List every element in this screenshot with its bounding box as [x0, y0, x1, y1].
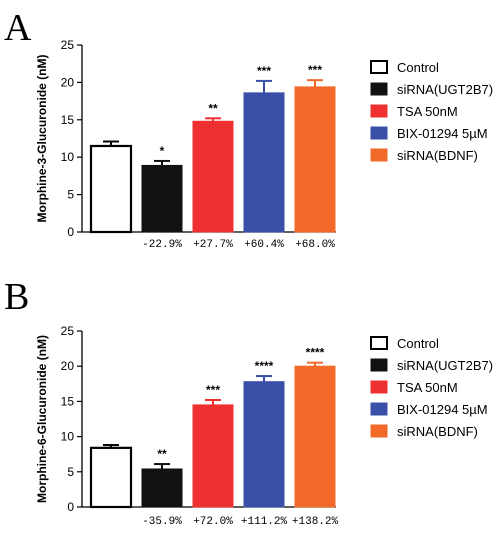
legend-label: Control [397, 336, 439, 351]
percent-change-label: -35.9% [142, 516, 182, 528]
percent-change-label: +27.7% [193, 239, 233, 251]
percent-change-label: +111.2% [241, 516, 288, 528]
legend-swatch [370, 126, 388, 140]
bar [89, 144, 133, 234]
panel-letter: A [4, 7, 32, 49]
legend-swatch [370, 380, 388, 394]
significance-label: **** [306, 346, 325, 360]
legend-label: siRNA(UGT2B7) [397, 358, 493, 373]
y-tick-label: 5 [67, 188, 74, 202]
percent-change-label: +138.2% [292, 516, 339, 528]
legend-label: Control [397, 60, 439, 75]
legend: Control siRNA(UGT2B7) TSA 50nM BIX-01294 5µ… [370, 60, 493, 163]
percent-change-label: -22.9% [142, 239, 182, 251]
legend-swatch [370, 336, 388, 350]
bar [243, 92, 285, 233]
legend-swatch [370, 424, 388, 438]
y-tick-label: 20 [61, 75, 75, 89]
panel-letter: B [4, 276, 29, 318]
bar [141, 164, 183, 233]
legend-swatch [370, 148, 388, 162]
bar [89, 446, 133, 509]
significance-label: *** [308, 63, 322, 77]
percent-change-label: +72.0% [193, 516, 233, 528]
y-tick-label: 10 [61, 430, 75, 444]
legend: Control siRNA(UGT2B7) TSA 50nM BIX-01294 5µ… [370, 336, 493, 439]
bar [192, 120, 234, 233]
y-tick-label: 15 [61, 394, 75, 408]
legend-label: TSA 50nM [397, 380, 458, 395]
legend-swatch [370, 402, 388, 416]
bar [294, 365, 336, 508]
significance-label: ** [157, 447, 167, 461]
legend-label: BIX-01294 5µM [397, 402, 488, 417]
y-tick-label: 25 [61, 324, 75, 338]
significance-label: * [160, 144, 165, 158]
significance-label: ** [208, 101, 218, 115]
legend-swatch [370, 82, 388, 96]
legend-swatch [370, 60, 388, 74]
y-tick-label: 0 [67, 225, 74, 239]
legend-label: siRNA(UGT2B7) [397, 82, 493, 97]
bar [141, 468, 183, 508]
significance-label: *** [257, 64, 271, 78]
legend-label: TSA 50nM [397, 104, 458, 119]
y-tick-label: 10 [61, 150, 75, 164]
y-tick-label: 0 [67, 500, 74, 514]
bar [243, 381, 285, 508]
percent-change-label: +68.0% [295, 239, 335, 251]
y-axis-label: Morphine-3-Glucuronide (nM) [35, 55, 49, 223]
legend-label: BIX-01294 5µM [397, 126, 488, 141]
y-tick-label: 15 [61, 113, 75, 127]
panel-b: B Morphine-6-Glucuronide (nM) 0 5 10 15 20 25 **… [4, 276, 493, 528]
significance-label: *** [206, 383, 220, 397]
significance-label: **** [255, 359, 274, 373]
legend-label: siRNA(BDNF) [397, 148, 478, 163]
legend-swatch [370, 358, 388, 372]
y-tick-label: 25 [61, 38, 75, 52]
y-tick-label: 5 [67, 465, 74, 479]
legend-swatch [370, 104, 388, 118]
bar [294, 86, 336, 233]
y-axis-label: Morphine-6-Glucuronide (nM) [35, 335, 49, 503]
percent-change-label: +60.4% [244, 239, 284, 251]
legend-label: siRNA(BDNF) [397, 424, 478, 439]
y-tick-label: 20 [61, 359, 75, 373]
bar [192, 404, 234, 508]
